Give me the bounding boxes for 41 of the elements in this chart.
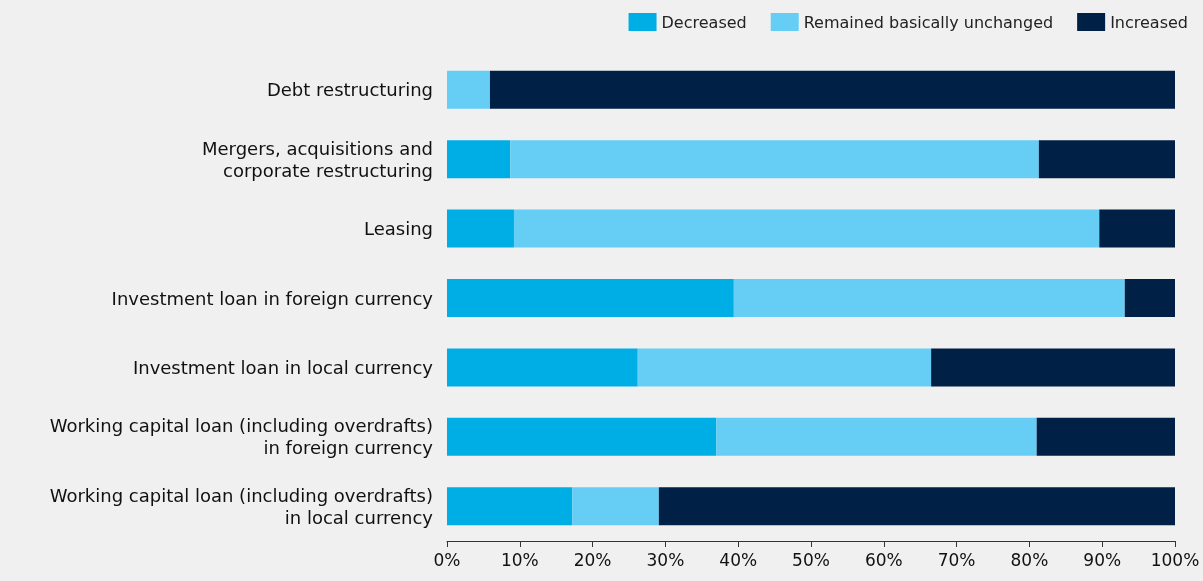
legend-label: Remained basically unchanged bbox=[803, 12, 1054, 32]
bar bbox=[1124, 279, 1175, 317]
x-tick-label: 20% bbox=[573, 549, 612, 570]
bar bbox=[637, 348, 932, 387]
bar bbox=[1038, 140, 1175, 179]
x-tick-label: 30% bbox=[646, 549, 685, 570]
x-tick-label: 90% bbox=[1083, 549, 1122, 570]
x-tick-label: 70% bbox=[937, 549, 976, 570]
x-tick-label: 50% bbox=[792, 549, 830, 570]
bar bbox=[931, 348, 1175, 387]
y-tick-label: Investment loan in foreign currency bbox=[111, 287, 434, 309]
bar bbox=[447, 140, 511, 179]
y-tick-label: Mergers, acquisitions and corporate restructuring bbox=[202, 137, 433, 181]
y-tick-label: Investment loan in local currency bbox=[132, 356, 434, 378]
x-tick-label: 0% bbox=[433, 549, 461, 570]
bar bbox=[1099, 209, 1175, 248]
bar bbox=[447, 70, 490, 109]
y-tick-label: Working capital loan (including overdrafts) in foreign currency bbox=[49, 415, 434, 459]
x-tick-label: 10% bbox=[500, 549, 539, 570]
bar bbox=[489, 70, 1175, 109]
x-tick-label: 80% bbox=[1010, 549, 1049, 570]
bar bbox=[513, 209, 1100, 248]
bar bbox=[447, 417, 717, 456]
bar bbox=[658, 487, 1175, 526]
bar bbox=[1036, 417, 1175, 456]
x-tick-label: 100% bbox=[1150, 549, 1200, 570]
bar bbox=[572, 487, 659, 526]
bar bbox=[733, 279, 1125, 317]
bar bbox=[510, 140, 1039, 179]
bar bbox=[447, 487, 573, 526]
bar bbox=[447, 348, 638, 387]
bar bbox=[447, 279, 734, 317]
x-tick-label: 40% bbox=[719, 549, 758, 570]
x-tick-label: 60% bbox=[864, 549, 903, 570]
y-tick-label: Debt restructuring bbox=[266, 79, 433, 101]
bar bbox=[447, 209, 514, 248]
bar bbox=[716, 417, 1037, 456]
legend-label: Decreased bbox=[661, 12, 747, 32]
legend-label: Increased bbox=[1110, 12, 1189, 32]
y-tick-label: Working capital loan (including overdrafts) in local currency bbox=[49, 484, 434, 528]
y-tick-label: Leasing bbox=[363, 218, 433, 240]
